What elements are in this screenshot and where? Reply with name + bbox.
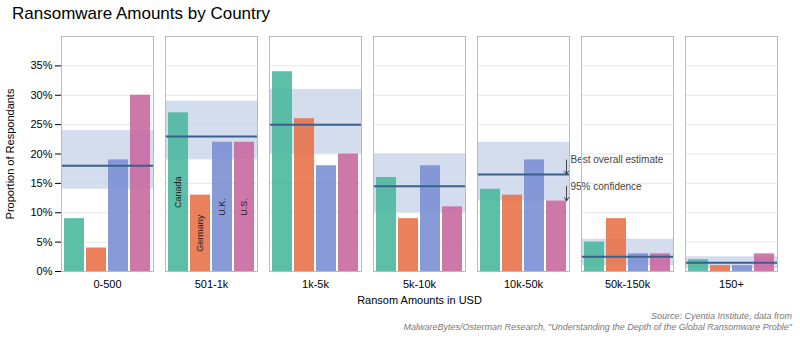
svg-text:20%: 20% — [30, 148, 52, 160]
svg-text:Proportion of Respondants: Proportion of Respondants — [4, 88, 16, 219]
svg-text:50k-150k: 50k-150k — [605, 278, 651, 290]
svg-text:10%: 10% — [30, 206, 52, 218]
svg-text:10k-50k: 10k-50k — [504, 278, 544, 290]
svg-text:25%: 25% — [30, 118, 52, 130]
svg-text:Ransom Amounts in USD: Ransom Amounts in USD — [357, 294, 482, 306]
svg-text:5k-10k: 5k-10k — [403, 278, 437, 290]
svg-text:501-1k: 501-1k — [195, 278, 229, 290]
svg-text:30%: 30% — [30, 89, 52, 101]
html-text:Source: Cyentia Institute, dat: Source: Cyentia Institute, data from Mal… — [403, 311, 792, 332]
svg-text:0-500: 0-500 — [93, 278, 121, 290]
svg-text:U.K.: U.K. — [217, 198, 227, 216]
svg-text:Canada: Canada — [173, 176, 183, 208]
svg-text:Best overall estimate: Best overall estimate — [571, 154, 664, 165]
svg-text:15%: 15% — [30, 177, 52, 189]
svg-text:Germany: Germany — [195, 214, 205, 252]
svg-text:U.S.: U.S. — [239, 198, 249, 216]
svg-text:5%: 5% — [37, 236, 53, 248]
svg-text:150+: 150+ — [719, 278, 744, 290]
svg-text:0%: 0% — [37, 265, 53, 277]
svg-text:95% confidence: 95% confidence — [570, 180, 642, 192]
svg-text:35%: 35% — [30, 59, 52, 71]
svg-text:1k-5k: 1k-5k — [302, 278, 329, 290]
html-text:Ransomware Amounts by Country: Ransomware Amounts by Country — [12, 4, 270, 23]
